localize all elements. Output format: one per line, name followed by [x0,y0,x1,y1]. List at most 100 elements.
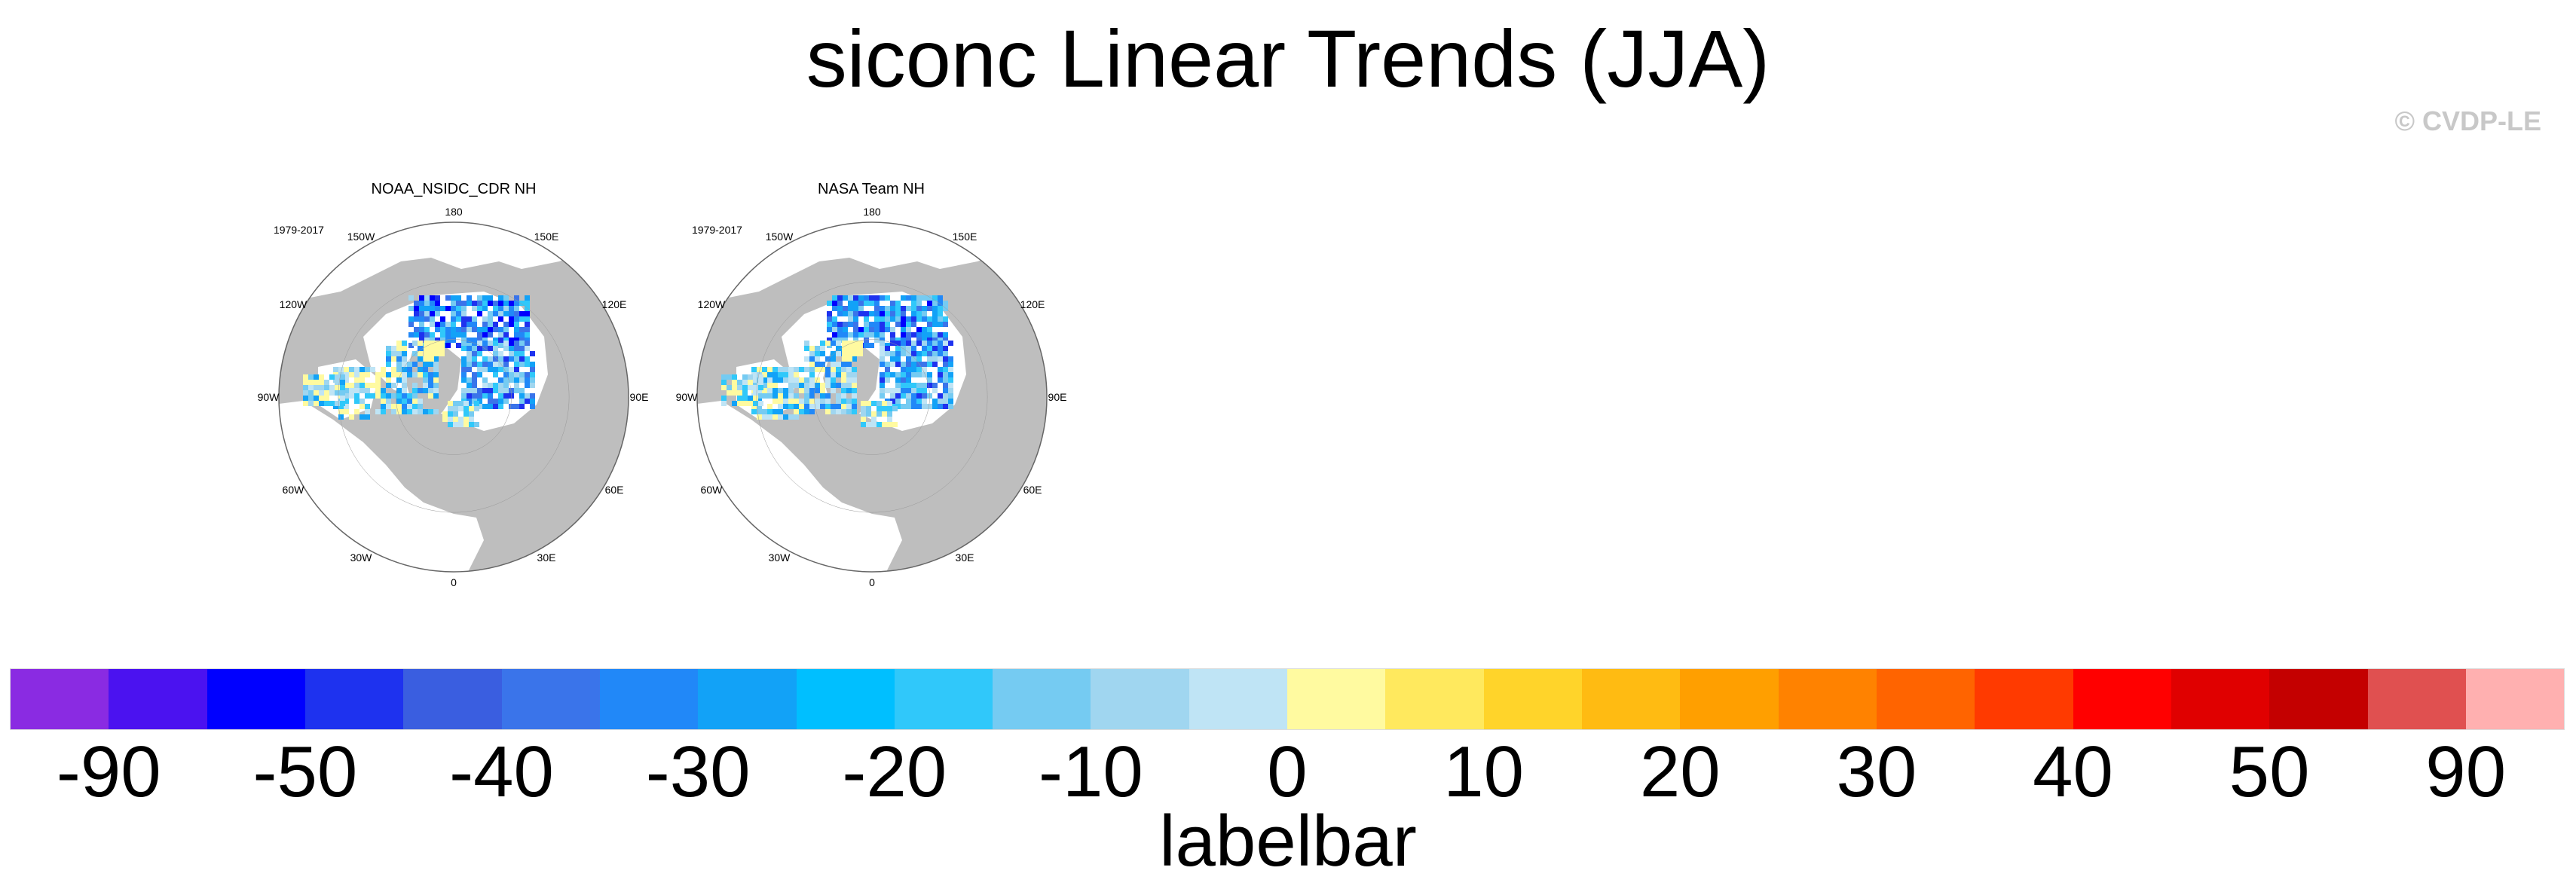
trend-cell [843,306,848,311]
trend-cell [391,393,396,399]
trend-cell [832,301,837,306]
trend-cell [461,332,467,338]
trend-cell [932,322,938,327]
trend-cell [890,393,895,399]
trend-cell [861,417,866,422]
trend-cell [396,404,402,409]
trend-cell [365,372,370,377]
trend-cell [525,332,530,338]
trend-cell [846,383,852,388]
trend-cell [737,385,742,390]
trend-cell [762,377,767,383]
trend-cell [847,356,852,362]
trend-cell [737,401,742,406]
trend-cell [927,341,932,346]
trend-cell [308,396,314,401]
trend-cell [414,311,419,316]
trend-cell [809,367,815,372]
trend-cell [498,311,503,316]
trend-cell [381,367,386,372]
trend-cell [852,346,858,351]
trend-cell [467,399,472,404]
trend-cell [831,409,836,414]
trend-cell [788,367,794,372]
trend-cell [783,404,788,409]
trend-cell [419,316,424,322]
trend-cell [386,346,391,351]
trend-cell [477,399,482,404]
trend-cell [783,377,788,383]
trend-cell [916,356,922,362]
trend-cell [820,399,825,404]
trend-cell [887,411,892,417]
trend-cell [467,327,472,332]
trend-cell [477,367,482,372]
trend-cell [852,351,858,356]
trend-cell [514,301,519,306]
trend-cell [943,377,948,383]
trend-cell [503,322,509,327]
trend-cell [880,372,885,377]
trend-cell [832,327,837,332]
trend-cell [788,377,794,383]
trend-cell [338,414,344,420]
trend-cell [467,356,472,362]
trend-cell [375,409,381,414]
trend-cell [842,341,847,346]
trend-cell [901,295,906,301]
trend-cell [858,306,864,311]
trend-cell [498,338,503,343]
trend-cell [885,362,890,367]
trend-cell [493,362,498,367]
trend-cell [852,388,857,393]
trend-cell [488,327,493,332]
trend-cell [846,399,852,404]
trend-cell [901,367,906,372]
trend-cell [435,338,440,343]
trend-cell [927,404,932,409]
trend-cell [890,338,895,343]
trend-cell [359,367,365,372]
trend-cell [737,390,742,396]
trend-cell [430,301,435,306]
trend-cell [932,341,938,346]
colorbar-tick-label: 50 [2229,732,2310,812]
trend-cell [503,341,509,346]
trend-cell [922,351,927,356]
trend-cell [503,388,509,393]
trend-cell [525,346,530,351]
trend-cell [514,327,519,332]
trend-cell [519,327,525,332]
trend-cell [463,406,469,411]
trend-cell [525,393,530,399]
map-outline [278,221,629,573]
trend-cell [461,306,467,311]
trend-cell [414,327,419,332]
trend-cell [852,367,857,372]
trend-cell [922,295,927,301]
trend-cell [836,367,841,372]
trend-cell [344,372,349,377]
trend-cell [804,356,809,362]
panel-title-nasa: NASA Team NH [818,181,925,197]
trend-cell [853,332,858,338]
trend-cell [472,301,477,306]
trend-cell [482,367,488,372]
trend-cell [308,401,314,406]
trend-cell [418,341,423,346]
trend-cell [906,327,911,332]
trend-cell [467,377,472,383]
trend-cell [370,383,375,388]
trend-cell [451,332,456,338]
trend-cell [837,327,843,332]
trend-cell [344,409,349,414]
trend-cell [916,388,922,393]
trend-cell [916,311,922,316]
trend-cell [809,383,815,388]
trend-cell [948,362,953,367]
trend-cell [519,404,525,409]
trend-cell [815,377,820,383]
trend-cell [885,388,890,393]
trend-cell [880,362,885,367]
trend-cell [885,351,890,356]
